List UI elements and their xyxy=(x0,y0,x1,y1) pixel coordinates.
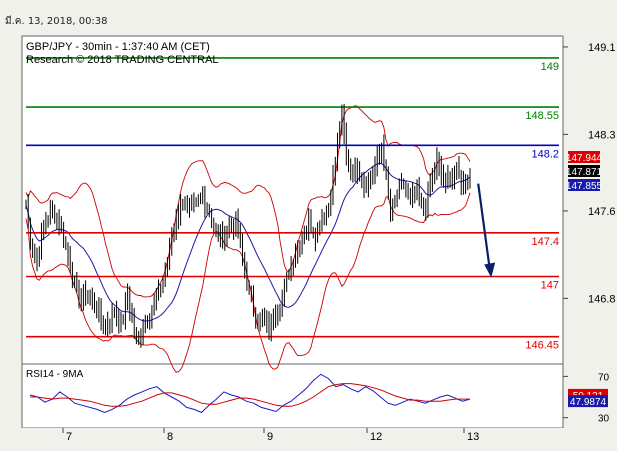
x-axis xyxy=(0,428,617,451)
chart-title: GBP/JPY - 30min - 1:37:40 AM (CET) xyxy=(26,41,210,53)
bollinger-lower xyxy=(25,192,471,373)
level-label-147: 147 xyxy=(541,280,559,292)
timestamp: มี.ค. 13, 2018, 00:38 xyxy=(5,16,108,27)
level-label-149: 149 xyxy=(541,61,559,73)
x-tick-label: 13 xyxy=(467,431,479,443)
rsi-panel xyxy=(21,363,564,429)
level-label-148.2: 148.2 xyxy=(531,148,559,160)
x-tick-label: 9 xyxy=(267,431,273,443)
y-axis-ticks: 149.1 148.3 147.6 146.8 xyxy=(563,42,616,305)
moving-average xyxy=(25,162,471,322)
rsi-ma-line xyxy=(30,383,470,407)
level-label-148.55: 148.55 xyxy=(525,110,559,122)
rsi-y-tick-label: 30 xyxy=(598,414,610,425)
x-tick-label: 7 xyxy=(66,431,72,443)
candles xyxy=(25,104,471,348)
svg-text:47.9874: 47.9874 xyxy=(570,397,607,408)
x-tick-label: 12 xyxy=(370,431,382,443)
forecast-arrow xyxy=(477,183,496,278)
y-tick-label: 149.1 xyxy=(588,42,616,54)
bollinger-bands xyxy=(25,105,471,373)
price-badge: 147.871 xyxy=(566,165,603,178)
svg-text:147.944: 147.944 xyxy=(566,153,603,164)
price-badge: 147.855 xyxy=(566,179,603,192)
arrow-head xyxy=(484,262,496,278)
bollinger-upper xyxy=(25,105,471,298)
price-badge: 47.9874 xyxy=(568,395,608,408)
price-levels: 149 148.55 148.2 147.4 147 146.45 xyxy=(26,57,559,352)
level-label-146.45: 146.45 xyxy=(525,340,559,352)
arrow-shaft xyxy=(477,183,492,273)
title-bar: มี.ค. 13, 2018, 00:38 xyxy=(0,0,617,36)
y-tick-label: 146.8 xyxy=(588,293,616,305)
rsi-line xyxy=(29,373,471,414)
level-label-147.4: 147.4 xyxy=(531,236,559,248)
price-panel xyxy=(21,35,564,365)
rsi-lines: 70 30 xyxy=(29,372,610,425)
svg-text:147.871: 147.871 xyxy=(566,167,603,178)
chart-copyright: Research © 2018 TRADING CENTRAL xyxy=(26,54,219,66)
rsi-y-tick-label: 70 xyxy=(598,372,610,383)
svg-text:147.855: 147.855 xyxy=(566,181,603,192)
rsi-title: RSI14 - 9MA xyxy=(26,369,84,380)
y-tick-label: 148.3 xyxy=(588,129,616,141)
x-tick-label: 8 xyxy=(167,431,173,443)
y-tick-label: 147.6 xyxy=(588,206,616,218)
x-axis-ticks: 7 8 9 12 13 xyxy=(62,428,479,443)
price-badge: 147.944 xyxy=(566,151,603,164)
moving-average-line xyxy=(25,162,471,322)
right-axis xyxy=(563,36,617,428)
